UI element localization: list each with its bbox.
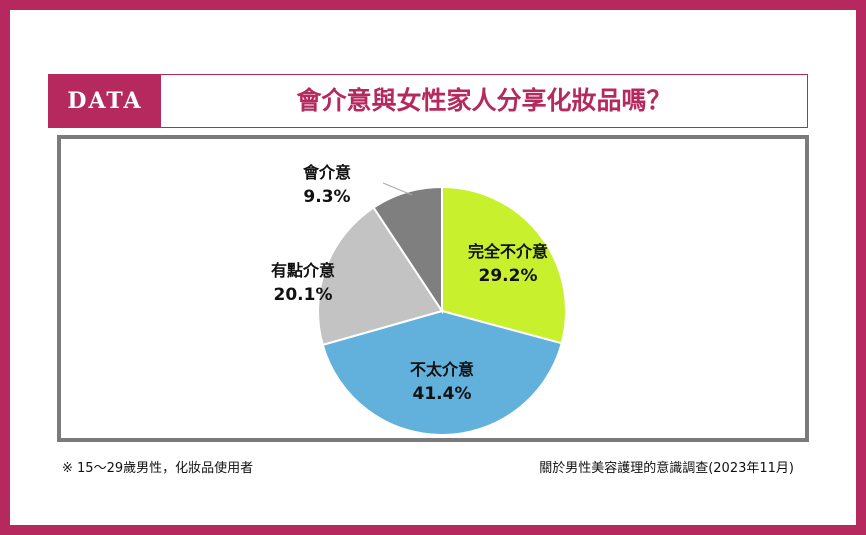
slice-label-3: 有點介意 bbox=[271, 261, 335, 280]
source-note: 關於男性美容護理的意識調查(2023年11月) bbox=[539, 461, 794, 476]
slice-label-4: 會介意 bbox=[302, 163, 351, 182]
header-bar: DATA 會介意與女性家人分享化妝品嗎？ bbox=[48, 74, 808, 128]
slice-value-3: 20.1% bbox=[274, 285, 333, 305]
footnote: ※ 15～29歲男性，化妝品使用者 bbox=[62, 461, 254, 476]
slice-value-4: 9.3% bbox=[303, 187, 350, 207]
card: DATA 會介意與女性家人分享化妝品嗎？ 完全不介意 29.2% 不太介意 41.4%… bbox=[10, 10, 856, 525]
pie-slice-1 bbox=[441, 185, 567, 345]
pie-chart: 完全不介意 29.2% 不太介意 41.4% 有點介意 20.1% 會介意 9.3% bbox=[271, 163, 567, 436]
chart-title: 會介意與女性家人分享化妝品嗎？ bbox=[296, 86, 672, 115]
leader-line bbox=[382, 182, 413, 196]
slice-value-2: 41.4% bbox=[413, 384, 472, 404]
pie-slice-2 bbox=[321, 309, 563, 436]
data-badge: DATA bbox=[49, 75, 161, 127]
slice-value-1: 29.2% bbox=[479, 266, 538, 286]
pie-slice-3 bbox=[317, 206, 444, 347]
slice-label-2: 不太介意 bbox=[410, 360, 474, 379]
slice-label-1: 完全不介意 bbox=[468, 242, 548, 261]
chart-frame: 完全不介意 29.2% 不太介意 41.4% 有點介意 20.1% 會介意 9.3% bbox=[57, 135, 809, 442]
